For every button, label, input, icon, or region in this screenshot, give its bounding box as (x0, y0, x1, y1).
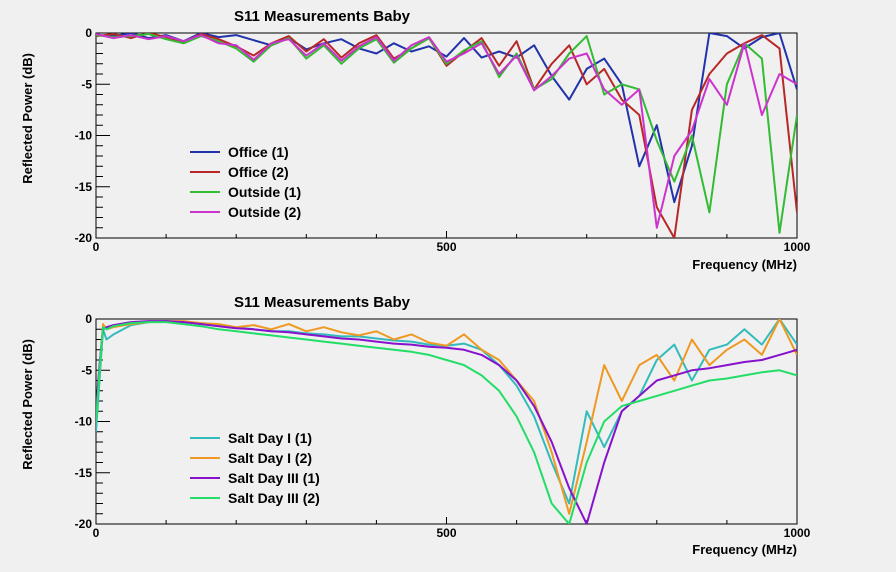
plot-frame-0 (95, 32, 798, 239)
x-tick-label-1: 1000 (784, 526, 811, 540)
chart-title-0: S11 Measurements Baby (234, 8, 411, 25)
series-line-1-3 (96, 321, 797, 524)
y-axis-label-0: Reflected Power (dB) (20, 53, 35, 184)
x-tick-label-0: 0 (93, 240, 100, 254)
y-tick-label-0: -10 (75, 129, 93, 143)
y-tick-label-0: 0 (85, 26, 92, 40)
y-tick-label-1: 0 (85, 312, 92, 326)
chart-title-1: S11 Measurements Baby (234, 294, 411, 311)
y-tick-label-0: -5 (81, 77, 92, 91)
y-tick-label-1: -10 (75, 415, 93, 429)
legend-label-0-3: Outside (2) (228, 204, 301, 220)
y-tick-label-0: -20 (75, 231, 93, 245)
series-line-0-3 (96, 33, 797, 229)
y-tick-label-1: -5 (81, 363, 92, 377)
legend-label-0-0: Office (1) (228, 144, 289, 160)
series-line-0-1 (96, 33, 797, 238)
x-tick-label-0: 1000 (784, 240, 811, 254)
series-line-0-0 (96, 33, 797, 204)
series-line-1-2 (96, 320, 797, 524)
x-tick-label-1: 0 (93, 526, 100, 540)
legend-label-1-0: Salt Day I (1) (228, 430, 312, 446)
legend-label-1-3: Salt Day III (2) (228, 490, 320, 506)
x-tick-label-1: 500 (436, 526, 456, 540)
y-tick-label-1: -15 (75, 466, 93, 480)
legend-label-0-2: Outside (1) (228, 184, 301, 200)
y-axis-label-1: Reflected Power (dB) (20, 339, 35, 470)
legend-label-0-1: Office (2) (228, 164, 289, 180)
y-tick-label-1: -20 (75, 517, 93, 531)
y-tick-label-0: -15 (75, 180, 93, 194)
legend-label-1-1: Salt Day I (2) (228, 450, 312, 466)
legend-label-1-2: Salt Day III (1) (228, 470, 320, 486)
plot-frame-1 (95, 318, 798, 525)
x-axis-label-0: Frequency (MHz) (692, 257, 797, 272)
x-tick-label-0: 500 (436, 240, 456, 254)
x-axis-label-1: Frequency (MHz) (692, 542, 797, 557)
